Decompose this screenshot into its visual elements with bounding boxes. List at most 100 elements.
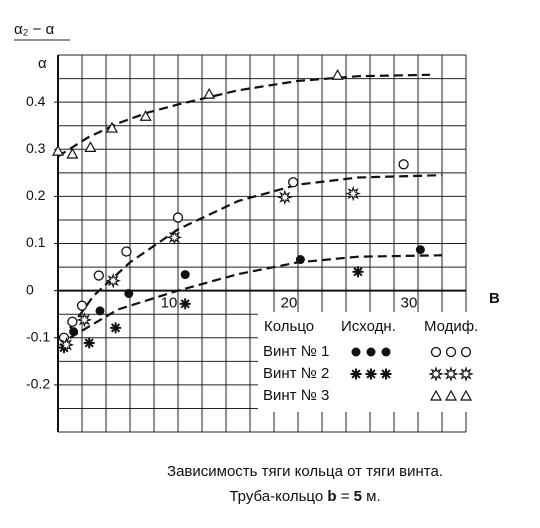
- legend-marker: [366, 347, 376, 357]
- marker-shape: [180, 299, 190, 309]
- trend-line: [69, 174, 443, 329]
- marker-shape: [121, 246, 132, 257]
- legend-label: Винт № 1: [263, 343, 329, 360]
- legend-header: Модиф.: [424, 318, 478, 335]
- marker-shape: [105, 121, 119, 133]
- marker: [121, 246, 132, 257]
- y-tick-label: 0: [26, 281, 34, 297]
- marker-shape: [345, 185, 362, 202]
- marker-shape: [166, 229, 183, 246]
- trend-line: [69, 254, 443, 339]
- legend-header: Кольцо: [264, 318, 314, 335]
- y-tick-label: -0.2: [26, 376, 50, 392]
- marker-shape: [124, 288, 134, 298]
- y-tick-label: 0.1: [26, 234, 46, 250]
- marker: [83, 337, 95, 349]
- caption-part: м.: [362, 488, 381, 505]
- legend-marker: [459, 389, 473, 401]
- x-tick-label: 30: [401, 295, 418, 312]
- marker-shape: [172, 212, 184, 223]
- marker-shape: [353, 267, 363, 277]
- marker-shape: [93, 270, 104, 281]
- legend-marker: [444, 389, 458, 401]
- legend-marker: [428, 366, 444, 382]
- marker-shape: [459, 389, 473, 401]
- marker-shape: [276, 189, 293, 206]
- trend-line: [57, 73, 431, 158]
- marker-shape: [458, 366, 474, 382]
- marker-shape: [430, 346, 442, 358]
- y-tick-label: -0.1: [26, 328, 50, 344]
- marker: [345, 185, 362, 202]
- marker-shape: [351, 347, 361, 357]
- marker: [203, 87, 216, 99]
- y-tick-label: 0.4: [26, 93, 46, 109]
- marker: [58, 336, 75, 353]
- x-axis-label: B: [489, 290, 500, 307]
- legend-marker: [350, 368, 362, 380]
- marker-shape: [111, 323, 121, 333]
- legend-marker: [460, 346, 472, 358]
- marker-shape: [139, 110, 152, 121]
- marker: [179, 298, 191, 310]
- marker: [139, 110, 152, 121]
- marker-shape: [76, 300, 88, 311]
- legend-label: Винт № 3: [263, 387, 329, 404]
- legend-marker: [458, 366, 474, 382]
- marker: [180, 270, 190, 280]
- marker-shape: [331, 69, 344, 80]
- marker-shape: [58, 336, 75, 353]
- marker: [288, 177, 299, 188]
- marker: [172, 212, 184, 223]
- legend-marker: [365, 368, 377, 380]
- marker-shape: [180, 270, 190, 280]
- y-axis-label: α₂ − α: [14, 21, 55, 38]
- marker-shape: [428, 366, 444, 382]
- caption-line: Зависимость тяги кольца от тяги винта.: [167, 463, 443, 480]
- marker: [84, 141, 97, 152]
- marker: [93, 270, 104, 281]
- x-tick-label: 10: [161, 295, 178, 312]
- caption-part: 5: [354, 488, 362, 505]
- marker: [105, 272, 122, 289]
- legend-marker: [380, 368, 392, 380]
- marker-shape: [366, 369, 376, 379]
- marker: [51, 144, 65, 156]
- legend-label: Винт № 2: [263, 365, 329, 382]
- caption-part: b: [327, 488, 336, 505]
- y-tick-label: 0.3: [26, 140, 46, 156]
- marker-shape: [67, 316, 78, 327]
- marker-shape: [444, 389, 458, 401]
- legend-box: [258, 312, 494, 412]
- marker-shape: [351, 369, 361, 379]
- marker-shape: [366, 347, 376, 357]
- marker-shape: [460, 346, 472, 358]
- marker-shape: [84, 338, 94, 348]
- marker: [105, 121, 119, 133]
- marker-shape: [66, 147, 79, 159]
- marker-shape: [95, 306, 105, 316]
- x-tick-label: 20: [281, 295, 298, 312]
- marker-shape: [398, 159, 409, 170]
- marker-shape: [105, 272, 122, 289]
- marker: [398, 159, 409, 170]
- caption-part: Труба-кольцо: [229, 488, 327, 505]
- marker: [415, 245, 425, 255]
- marker-shape: [381, 369, 391, 379]
- marker-shape: [76, 312, 93, 328]
- marker: [67, 316, 78, 327]
- marker-shape: [443, 366, 459, 382]
- marker: [276, 189, 293, 206]
- y-axis-symbol: α: [38, 55, 47, 72]
- caption-part: =: [337, 488, 354, 505]
- marker-shape: [295, 255, 305, 265]
- marker-shape: [415, 245, 425, 255]
- legend-marker: [430, 346, 442, 358]
- caption-line: Труба-кольцо b = 5 м.: [229, 488, 380, 505]
- marker: [331, 69, 344, 80]
- legend-marker: [381, 347, 391, 357]
- marker-shape: [429, 389, 443, 401]
- marker-shape: [288, 177, 299, 188]
- marker-shape: [203, 87, 216, 99]
